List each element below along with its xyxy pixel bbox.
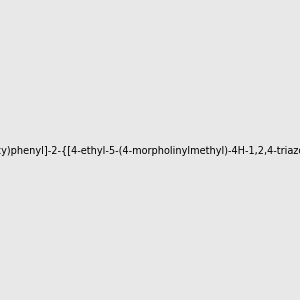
Text: N-[2-(difluoromethoxy)phenyl]-2-{[4-ethyl-5-(4-morpholinylmethyl)-4H-1,2,4-triaz: N-[2-(difluoromethoxy)phenyl]-2-{[4-ethy…	[0, 146, 300, 157]
